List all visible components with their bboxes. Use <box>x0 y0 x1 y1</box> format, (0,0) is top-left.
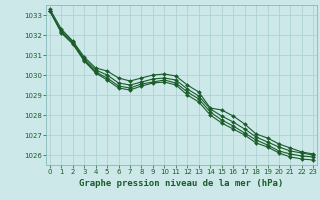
X-axis label: Graphe pression niveau de la mer (hPa): Graphe pression niveau de la mer (hPa) <box>79 179 284 188</box>
